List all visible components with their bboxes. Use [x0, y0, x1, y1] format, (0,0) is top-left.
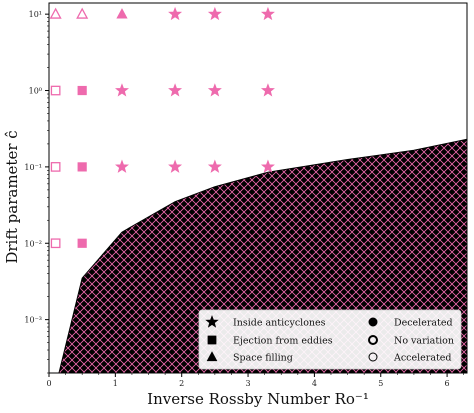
legend-label: Inside anticyclones [233, 318, 326, 329]
legend-label: Decelerated [394, 318, 453, 329]
data-point-triangle [116, 8, 128, 19]
legend-marker-circle [368, 335, 378, 345]
data-point-star [115, 159, 129, 173]
data-point-star [260, 6, 275, 21]
x-axis-title: Inverse Rossby Number Ro⁻¹ [147, 390, 369, 408]
y-axis-title: Drift parameter ĉ [3, 130, 21, 263]
axes-layer: 0 1 2 3 4 5 6 10⁻³ 10⁻² 10⁻¹ 10⁰ 10¹ [24, 2, 468, 388]
legend: Inside anticyclones Ejection from eddies S… [198, 309, 462, 370]
y-tick-label: 10⁻¹ [24, 163, 42, 172]
data-point-triangle [49, 7, 62, 19]
data-point-star [207, 6, 222, 21]
data-point-square [50, 238, 61, 249]
data-point-star [115, 83, 129, 97]
data-point-triangle [76, 7, 89, 19]
data-point-square [50, 162, 61, 172]
x-tick-label: 3 [246, 379, 251, 388]
x-tick-label: 6 [445, 379, 450, 388]
x-tick-label: 0 [46, 379, 51, 388]
legend-label: No variation [394, 336, 454, 347]
legend-label: Accelerated [393, 353, 452, 364]
x-tick-label: 4 [312, 379, 317, 388]
legend-label: Space filling [233, 353, 293, 364]
data-point-square [77, 162, 87, 172]
legend-box [198, 309, 462, 370]
legend-marker-circle [368, 352, 378, 362]
data-point-square [77, 238, 87, 248]
x-tick-label: 5 [378, 379, 383, 388]
y-tick-label: 10¹ [29, 10, 42, 19]
data-point-star [168, 6, 183, 21]
data-point-star [260, 83, 275, 97]
data-point-star [168, 159, 183, 173]
data-point-square [50, 85, 61, 96]
y-tick-label: 10⁻² [24, 239, 42, 248]
data-point-star [168, 83, 183, 97]
data-point-square [77, 85, 87, 96]
plot-frame [48, 2, 468, 374]
x-tick-label: 2 [179, 379, 184, 388]
data-point-star [260, 159, 275, 173]
legend-label: Ejection from eddies [233, 336, 333, 347]
y-tick-label: 10⁰ [29, 87, 42, 96]
legend-marker-square [207, 335, 217, 345]
data-point-star [207, 159, 222, 173]
points-layer [49, 6, 275, 249]
legend-marker-triangle [206, 351, 218, 362]
legend-marker-circle [368, 317, 378, 327]
y-tick-label: 10⁻³ [24, 316, 42, 325]
data-point-star [207, 83, 222, 97]
x-tick-label: 1 [113, 379, 118, 388]
legend-marker-star [205, 314, 219, 328]
